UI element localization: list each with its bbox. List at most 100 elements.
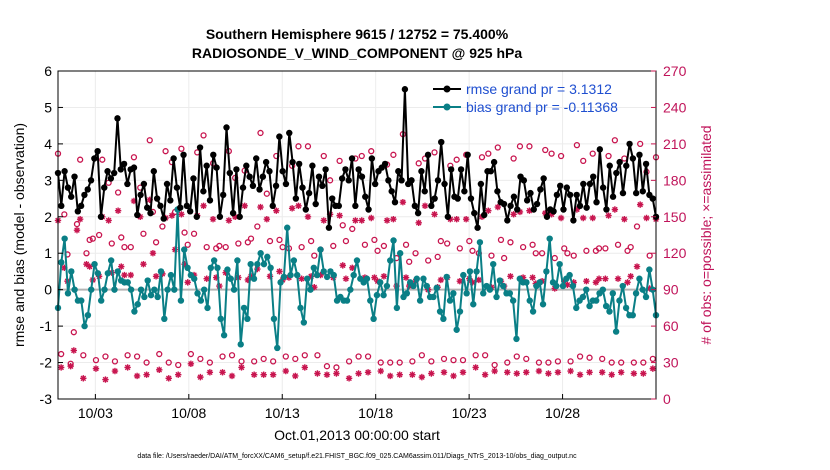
obs-assimilated-point (168, 212, 176, 219)
obs-possible-point (206, 359, 214, 366)
bias-point (58, 259, 65, 266)
obs-possible-point (497, 236, 505, 244)
bias-point (509, 297, 517, 304)
obs-possible-point (311, 252, 318, 259)
obs-possible-point (257, 129, 264, 137)
rmse-point (570, 217, 577, 224)
rmse-point (134, 211, 141, 219)
bias-point (420, 275, 427, 282)
rmse-point (428, 202, 435, 210)
obs-assimilated-point (184, 279, 191, 286)
obs-assimilated-point (643, 214, 650, 222)
obs-assimilated-point (523, 369, 530, 376)
rmse-point (213, 164, 220, 171)
obs-assimilated-point (358, 217, 365, 224)
rmse-point (91, 155, 98, 162)
rmse-point (319, 182, 326, 189)
bias-point (94, 270, 102, 277)
rmse-point (120, 160, 128, 168)
rmse-point (626, 140, 633, 148)
obs-possible-point (402, 241, 410, 248)
obs-assimilated-point (333, 370, 340, 377)
obs-possible-point (488, 252, 495, 259)
obs-assimilated-point (573, 206, 581, 213)
rmse-point (216, 213, 224, 220)
obs-possible-point (228, 352, 236, 359)
bias-point (234, 257, 241, 264)
y2-tick-label: 120 (663, 245, 687, 261)
obs-possible-point (431, 149, 438, 156)
obs-assimilated-point (605, 212, 612, 219)
obs-possible-point (440, 355, 448, 363)
obs-possible-point (320, 152, 327, 160)
obs-assimilated-point (225, 217, 233, 224)
obs-possible-point (456, 245, 463, 252)
obs-assimilated-point (269, 371, 277, 378)
rmse-point (381, 160, 389, 168)
y2-tick-label: 90 (663, 282, 679, 298)
obs-assimilated-point (504, 369, 511, 376)
rmse-point (114, 115, 121, 122)
rmse-point (388, 188, 395, 195)
bias-point (506, 290, 514, 297)
obs-possible-point (143, 359, 150, 366)
bias-point (277, 279, 284, 286)
obs-possible-point (583, 247, 590, 254)
bias-point (300, 319, 308, 326)
rmse-point (616, 158, 623, 166)
obs-assimilated-point (475, 276, 483, 284)
rmse-point (408, 177, 415, 184)
bias-point (370, 315, 377, 323)
bias-point (466, 268, 474, 275)
bias-point (413, 275, 420, 282)
obs-possible-point (542, 146, 549, 154)
rmse-point (226, 169, 234, 177)
bias-point (490, 260, 497, 268)
obs-possible-point (516, 143, 524, 150)
bias-point (161, 315, 168, 323)
obs-assimilated-point (213, 274, 220, 281)
rmse-point (395, 168, 402, 175)
obs-possible-point (466, 237, 473, 245)
obs-possible-point (270, 358, 277, 365)
bias-point (353, 257, 361, 264)
rmse-point (196, 144, 204, 151)
obs-possible-point (637, 140, 644, 148)
bias-point (237, 341, 244, 348)
obs-assimilated-point (450, 372, 457, 380)
rmse-point (576, 202, 584, 210)
rmse-point (117, 166, 124, 173)
rmse-point (183, 202, 191, 210)
bias-point (61, 235, 68, 242)
rmse-point (434, 177, 442, 184)
obs-assimilated-point (130, 197, 138, 205)
obs-possible-point (260, 355, 267, 363)
obs-assimilated-point (513, 370, 520, 377)
obs-possible-point (396, 359, 403, 366)
bias-point (416, 297, 424, 304)
y-axis-label: rmse and bias (model - observation) (11, 123, 27, 347)
rmse-point (438, 138, 445, 146)
bias-point (210, 257, 218, 264)
rmse-point (335, 202, 343, 210)
rmse-point (81, 191, 88, 199)
rmse-point (186, 208, 194, 215)
rmse-point (553, 191, 561, 199)
rmse-point (603, 206, 610, 213)
y2-tick-label: 240 (663, 99, 687, 115)
y2-ticks: 0 30 60 90 120 150 180 210 240 270 (651, 63, 687, 407)
y-tick-label: 4 (44, 136, 52, 152)
rmse-point (153, 195, 161, 202)
y-tick-label: 2 (44, 209, 52, 225)
obs-possible-point (156, 350, 163, 358)
obs-possible-point (570, 252, 577, 259)
rmse-point (229, 209, 237, 217)
rmse-point (606, 162, 613, 169)
rmse-point (418, 168, 425, 175)
obs-possible-point (551, 254, 558, 262)
bias-point (151, 286, 158, 293)
rmse-point (167, 197, 174, 204)
obs-possible-point (434, 253, 441, 261)
obs-possible-point (282, 353, 289, 360)
bias-point (390, 237, 397, 244)
